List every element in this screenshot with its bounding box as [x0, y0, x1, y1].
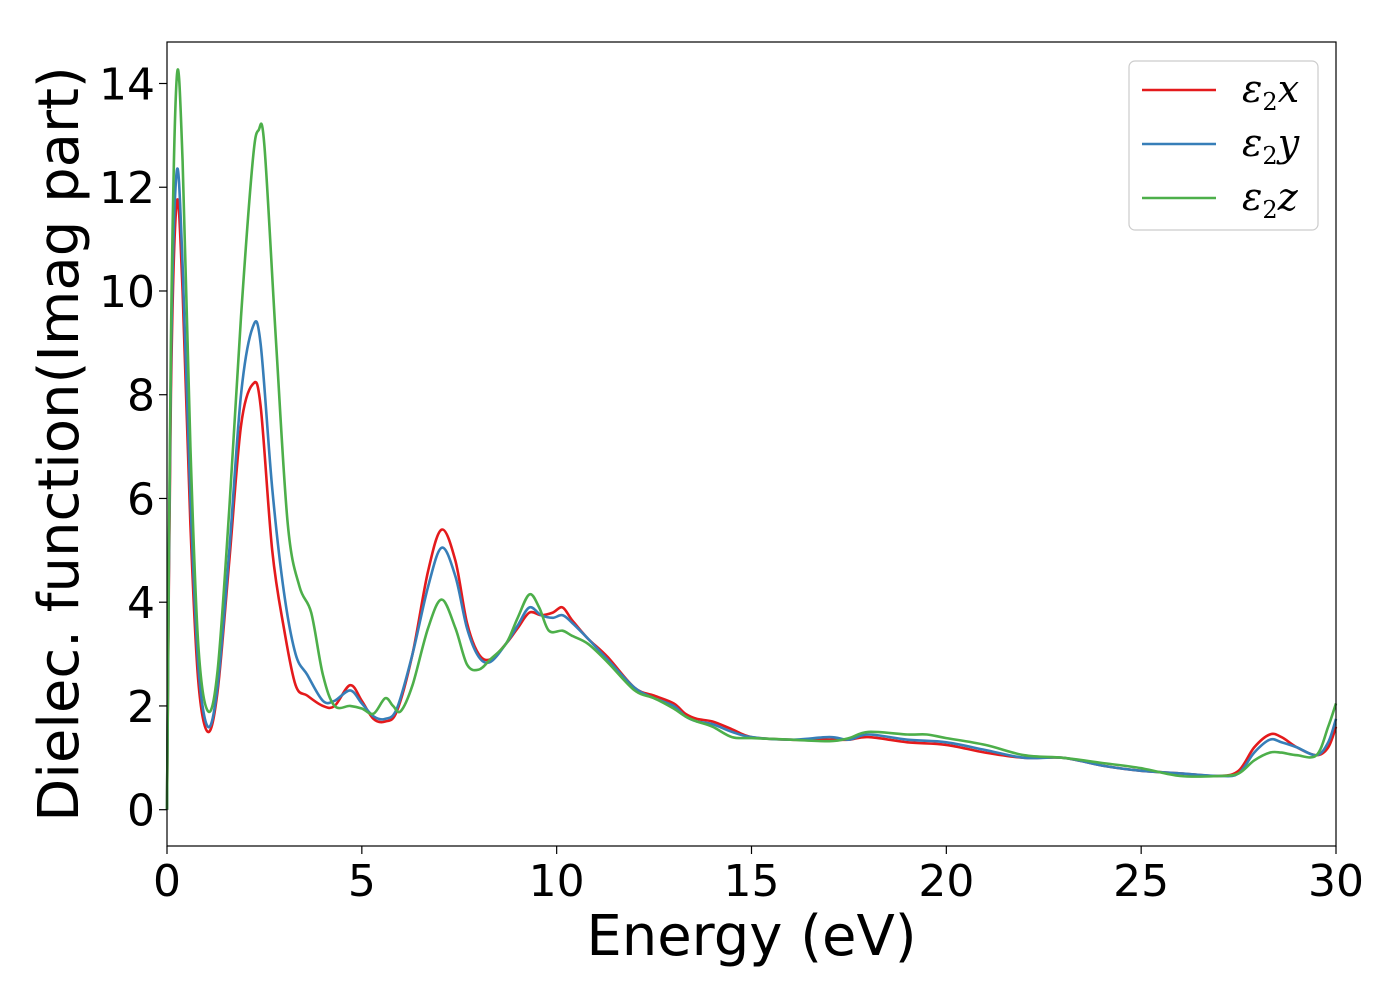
legend-label-variable: x [1278, 67, 1299, 111]
x-tick-label: 5 [348, 856, 376, 907]
y-tick-label: 8 [127, 371, 155, 422]
y-tick-label: 14 [99, 59, 155, 110]
x-tick-label: 20 [918, 856, 974, 907]
x-tick-label: 0 [153, 856, 181, 907]
y-tick-label: 10 [99, 267, 155, 318]
legend-label-subscript: 2 [1262, 88, 1277, 116]
series-layer [165, 68, 1338, 810]
legend-label-base: ε [1242, 67, 1262, 111]
x-tick-label: 25 [1113, 856, 1169, 907]
y-tick-label: 0 [127, 786, 155, 837]
x-tick-label: 30 [1308, 856, 1364, 907]
legend-label-x: ε2x [1242, 67, 1299, 116]
x-axis-ticks: 0 5 10 15 20 25 30 [153, 846, 1364, 907]
legend-label-base: ε [1242, 121, 1262, 165]
legend-label-variable: z [1277, 175, 1299, 219]
y-tick-label: 12 [99, 163, 155, 214]
x-tick-label: 10 [529, 856, 585, 907]
x-axis-title: Energy (eV) [586, 904, 916, 969]
legend-label-z: ε2z [1242, 175, 1299, 224]
legend-label-y: ε2y [1242, 121, 1300, 170]
legend-box [1128, 60, 1319, 231]
x-tick-label: 15 [724, 856, 780, 907]
y-tick-label: 2 [127, 682, 155, 733]
legend-label-variable: y [1276, 121, 1300, 165]
legend-label-subscript: 2 [1262, 196, 1277, 224]
y-axis-title: Dielec. function(Imag part) [27, 66, 92, 822]
y-axis-ticks: 0 2 4 6 8 10 12 14 [99, 59, 167, 837]
y-tick-label: 6 [127, 474, 155, 525]
legend-label-base: ε [1242, 175, 1262, 219]
legend-label-subscript: 2 [1262, 142, 1277, 170]
series-line-z [165, 68, 1338, 810]
y-tick-label: 4 [127, 578, 155, 629]
